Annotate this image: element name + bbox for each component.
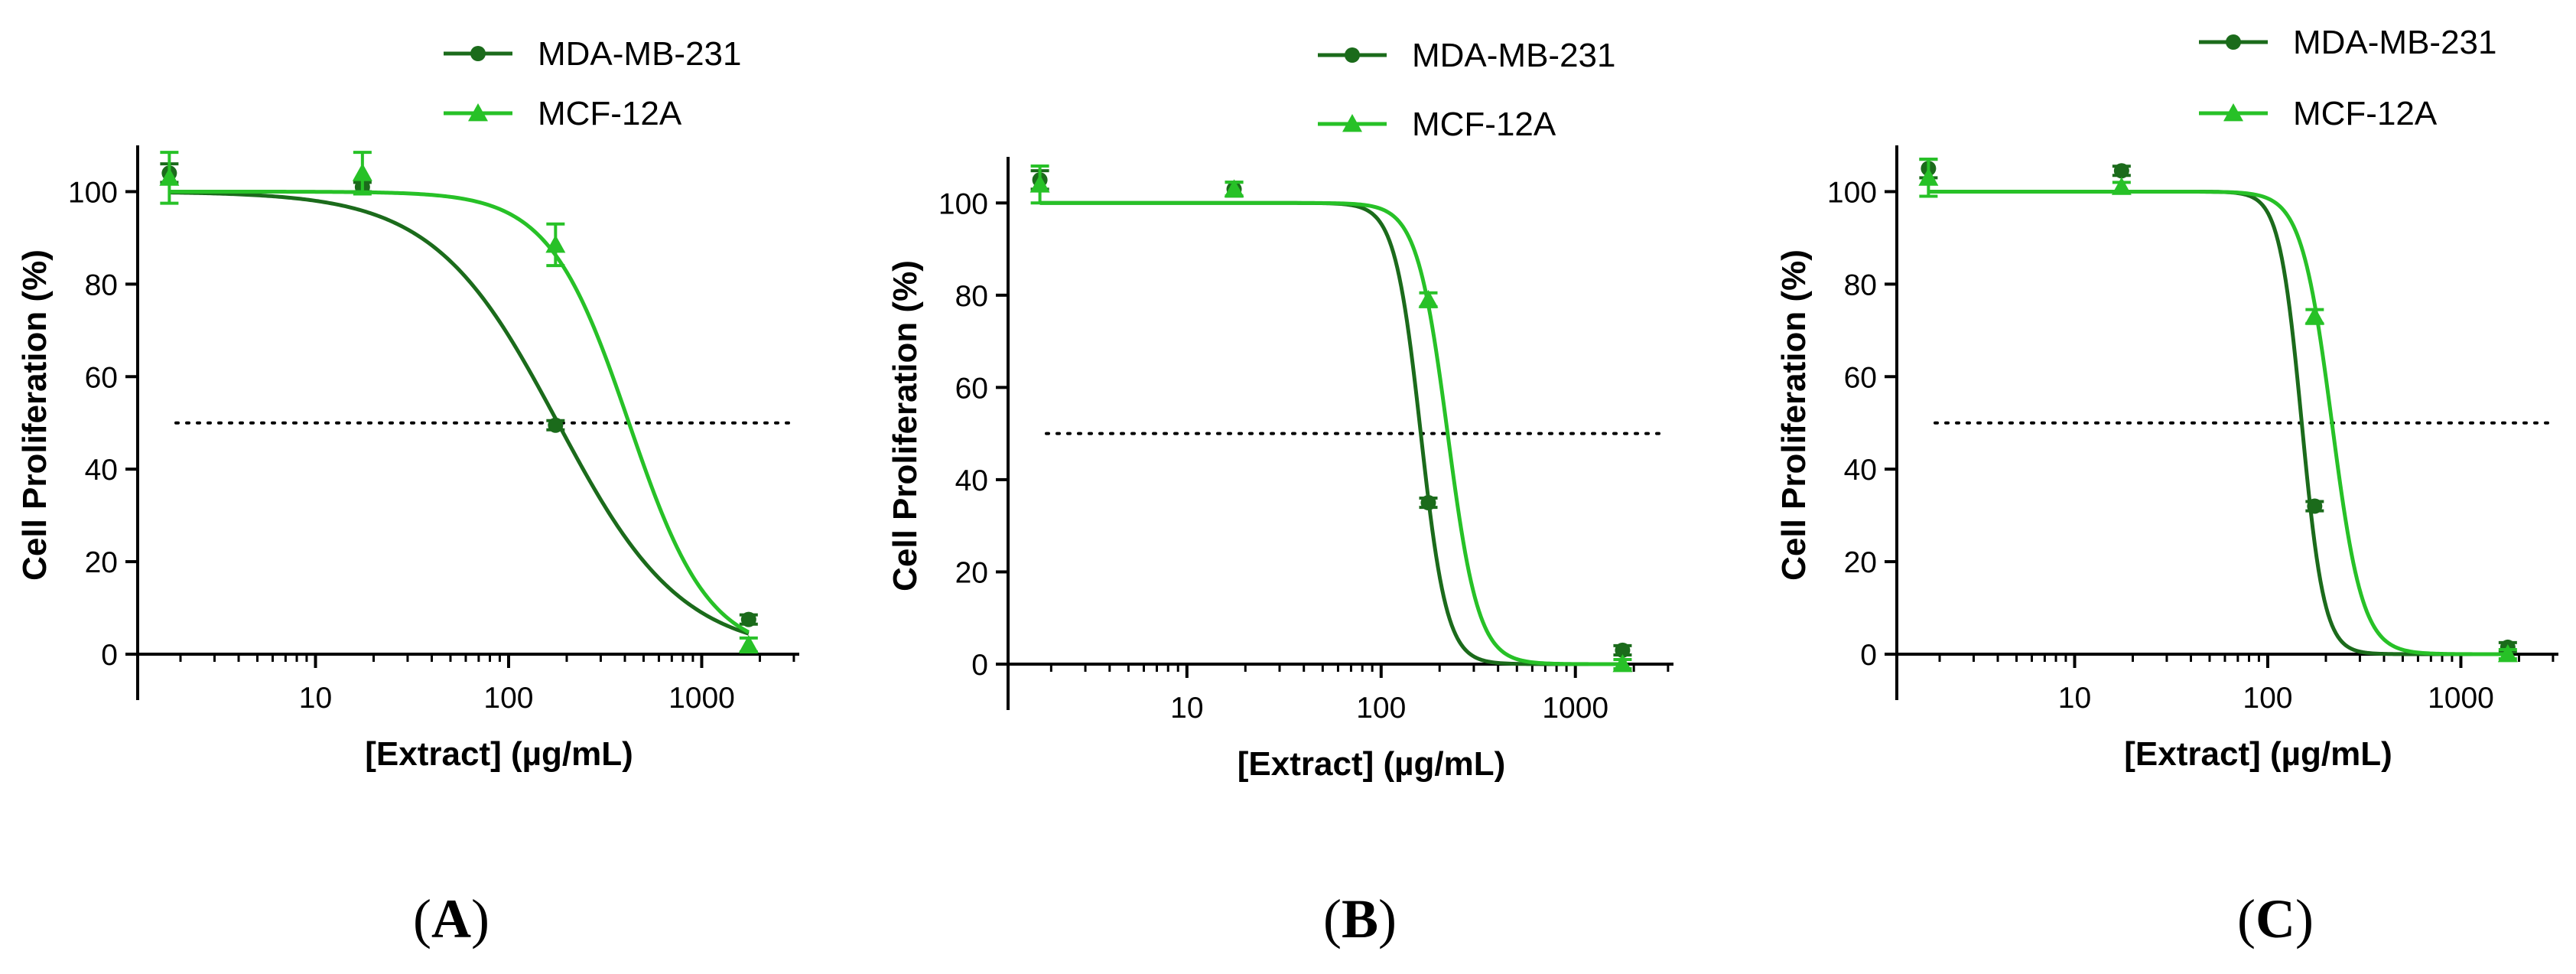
- legend-label-mcf-12a: MCF-12A: [1412, 106, 1556, 143]
- x-tick-label: 10: [1170, 692, 1203, 725]
- data-point-mcf-12a: [1612, 654, 1633, 673]
- panel-label: (B): [1323, 888, 1397, 950]
- y-axis-title: Cell Proliferation (%): [16, 249, 54, 581]
- legend-marker-mcf-12a: [2223, 103, 2243, 122]
- x-axis-title: [Extract] (µg/mL): [365, 735, 633, 773]
- legend-marker-mda-mb-231: [2226, 34, 2241, 50]
- x-tick-label: 10: [299, 682, 332, 715]
- data-point-mcf-12a: [352, 163, 372, 181]
- legend-marker-mda-mb-231: [1345, 47, 1360, 63]
- y-tick-label: 100: [68, 176, 118, 209]
- y-tick-label: 100: [1827, 176, 1877, 209]
- data-point-mcf-12a: [2304, 306, 2325, 325]
- data-point-mcf-12a: [1918, 168, 1939, 186]
- y-tick-label: 0: [1860, 639, 1877, 672]
- y-tick-label: 0: [971, 649, 988, 682]
- data-point-mda-mb-231: [548, 417, 564, 433]
- y-tick-label: 100: [938, 187, 988, 220]
- data-point-mda-mb-231: [740, 611, 756, 627]
- x-tick-label: 1000: [1542, 692, 1608, 725]
- fit-curve-mda-mb-231: [1928, 189, 2508, 656]
- fit-curve-mcf-12a: [169, 189, 750, 634]
- data-point-mda-mb-231: [1615, 642, 1631, 658]
- y-tick-label: 40: [1844, 454, 1877, 487]
- data-point-mcf-12a: [738, 634, 759, 653]
- legend-marker-mda-mb-231: [470, 46, 486, 61]
- data-point-mcf-12a: [1418, 289, 1439, 308]
- fit-curve-mda-mb-231: [169, 191, 750, 636]
- y-tick-label: 40: [955, 464, 988, 497]
- data-point-mcf-12a: [545, 234, 566, 253]
- fit-curve-mcf-12a: [1039, 200, 1623, 666]
- y-tick-label: 0: [101, 639, 118, 672]
- data-point-mcf-12a: [159, 168, 180, 186]
- legend-label-mda-mb-231: MDA-MB-231: [2293, 24, 2497, 61]
- y-axis-title: Cell Proliferation (%): [886, 260, 924, 591]
- y-tick-label: 80: [955, 280, 988, 313]
- y-tick-label: 60: [1844, 361, 1877, 394]
- panel-label: (C): [2237, 888, 2314, 950]
- data-point-mcf-12a: [1224, 179, 1244, 197]
- legend-marker-mcf-12a: [468, 103, 488, 122]
- fit-curve-mcf-12a: [1928, 189, 2508, 656]
- panel-label: (A): [413, 888, 490, 950]
- data-point-mda-mb-231: [2307, 498, 2323, 514]
- x-axis-title: [Extract] (µg/mL): [2124, 735, 2392, 773]
- x-tick-label: 1000: [668, 682, 735, 715]
- y-tick-label: 20: [955, 556, 988, 589]
- legend-label-mda-mb-231: MDA-MB-231: [538, 35, 742, 73]
- legend-label-mcf-12a: MCF-12A: [2293, 95, 2438, 132]
- y-tick-label: 20: [1844, 546, 1877, 579]
- y-tick-label: 60: [955, 372, 988, 405]
- x-tick-label: 100: [2243, 682, 2292, 715]
- x-axis-title: [Extract] (µg/mL): [1238, 745, 1505, 783]
- x-tick-label: 100: [1356, 692, 1406, 725]
- y-tick-label: 60: [85, 361, 118, 394]
- data-point-mcf-12a: [1029, 174, 1050, 193]
- legend-label-mda-mb-231: MDA-MB-231: [1412, 37, 1616, 74]
- data-point-mda-mb-231: [2113, 163, 2129, 179]
- chart-panel-a: 0 20 40 60 80 100 10 100 1000 [Extract] (µg/mL) Ce…: [16, 35, 799, 950]
- y-tick-label: 80: [1844, 269, 1877, 301]
- x-tick-label: 10: [2058, 682, 2091, 715]
- y-tick-label: 80: [85, 269, 118, 301]
- x-tick-label: 100: [483, 682, 533, 715]
- y-tick-label: 40: [85, 454, 118, 487]
- legend-label-mcf-12a: MCF-12A: [538, 95, 682, 132]
- data-point-mcf-12a: [2111, 177, 2132, 195]
- y-tick-label: 20: [85, 546, 118, 579]
- x-tick-label: 1000: [2428, 682, 2494, 715]
- data-point-mda-mb-231: [1420, 495, 1436, 511]
- legend-marker-mcf-12a: [1342, 114, 1362, 132]
- data-point-mcf-12a: [2497, 644, 2518, 663]
- chart-panel-b: 0 20 40 60 80 100 10 100 1000 [Extract] (µg/mL) Ce…: [886, 37, 1673, 950]
- chart-panel-c: 0 20 40 60 80 100 10 100 1000 [Extract] (µg/mL) Ce…: [1775, 24, 2558, 950]
- y-axis-title: Cell Proliferation (%): [1775, 249, 1813, 581]
- fit-curve-mda-mb-231: [1039, 200, 1623, 666]
